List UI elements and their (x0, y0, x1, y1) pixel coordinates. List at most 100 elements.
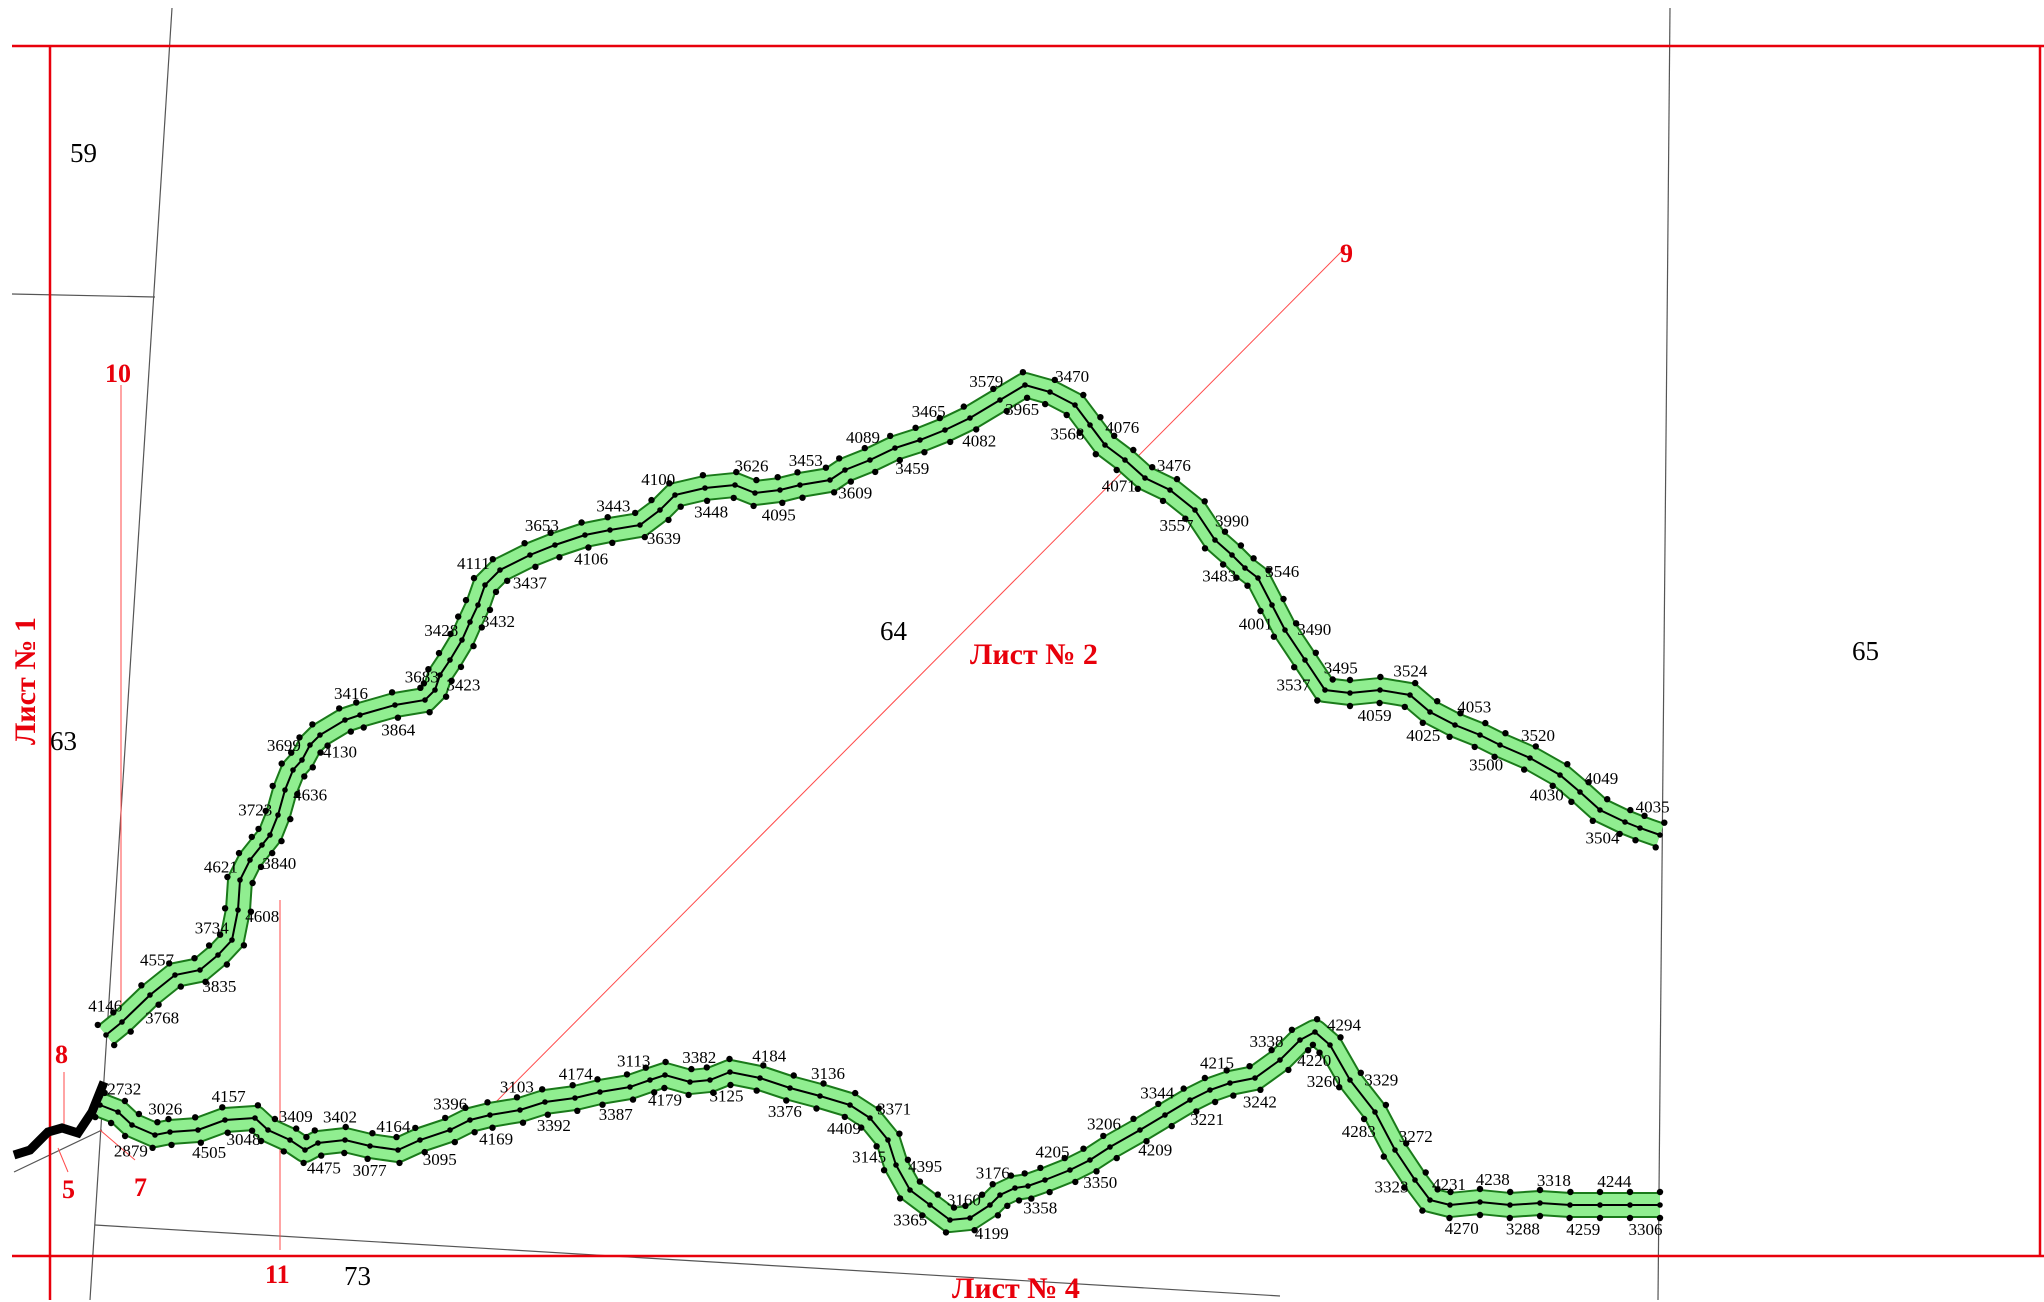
point-number-label: 4089 (846, 428, 880, 447)
point-number-label: 3504 (1586, 828, 1621, 847)
vertex-dot (847, 478, 854, 485)
vertex-dot (578, 519, 585, 526)
vertex-dot (1377, 687, 1383, 693)
vertex-dot (1497, 742, 1503, 748)
vertex-dot (1192, 507, 1198, 513)
vertex-dot (1532, 743, 1540, 750)
vertex-dot (1372, 1109, 1378, 1115)
point-number-label: 3699 (267, 736, 301, 755)
section-marker: 8 (55, 1040, 68, 1069)
vertex-dot (192, 1114, 199, 1121)
vertex-dot (1482, 719, 1489, 727)
vertex-dot (1223, 1067, 1230, 1074)
vertex-dot (129, 1122, 135, 1128)
vertex-dot (269, 782, 276, 790)
vertex-dot (1446, 733, 1453, 740)
sheet-label-bottom: Лист № 4 (952, 1272, 1080, 1302)
vertex-dot (1637, 825, 1643, 831)
vertex-dot (1537, 1200, 1543, 1206)
vertex-dot (726, 1055, 733, 1063)
vertex-dot (1080, 1145, 1087, 1152)
point-number-label: 3557 (1160, 516, 1195, 535)
point-number-label: 3609 (838, 484, 872, 503)
vertex-dot (1100, 1132, 1107, 1140)
vertex-dot (1392, 1147, 1398, 1153)
point-number-label: 4294 (1327, 1016, 1362, 1035)
vertex-dot (1661, 819, 1668, 826)
vertex-dot (1230, 1092, 1237, 1099)
point-number-label: 3864 (381, 720, 416, 739)
vertex-dot (990, 385, 997, 393)
point-number-label: 4025 (1406, 726, 1440, 745)
vertex-dot (462, 1104, 469, 1112)
vertex-dot (732, 482, 738, 488)
vertex-dot (1229, 552, 1235, 558)
vertex-dot (594, 1076, 601, 1083)
point-number-label: 4179 (648, 1091, 682, 1110)
vertex-dot (707, 1077, 713, 1083)
vertex-dot (1227, 1080, 1233, 1086)
vertex-dot (1137, 1127, 1143, 1133)
vertex-dot (912, 424, 919, 431)
vertex-dot (426, 709, 433, 716)
vertex-dot (342, 1123, 349, 1131)
point-number-label: 3323 (1375, 1178, 1409, 1197)
vertex-dot (1491, 753, 1498, 760)
vertex-dot (642, 1064, 649, 1071)
vertex-dot (730, 494, 737, 502)
vertex-dot (513, 1094, 521, 1101)
vertex-dot (733, 468, 740, 476)
vertex-dot (1471, 743, 1478, 751)
vertex-dot (1087, 1157, 1093, 1163)
vertex-dot (703, 497, 711, 504)
vertex-dot (1201, 545, 1209, 552)
vertex-dot (252, 1115, 258, 1121)
point-number-label: 4557 (140, 951, 175, 970)
vertex-dot (917, 437, 923, 443)
vertex-dot (1329, 676, 1336, 683)
vertex-dot (318, 1152, 325, 1159)
vertex-dot (1536, 1212, 1544, 1220)
point-number-label: 4059 (1358, 706, 1392, 725)
vertex-dot (235, 907, 241, 913)
vertex-dot (1567, 1188, 1574, 1196)
vertex-dot (1312, 1029, 1318, 1035)
vertex-dot (1107, 1144, 1113, 1150)
point-number-label: 3524 (1393, 662, 1428, 681)
vertex-dot (1564, 761, 1571, 768)
vertex-dot (471, 1129, 478, 1136)
vertex-dot (1015, 1197, 1023, 1204)
vertex-dot (309, 721, 316, 728)
vertex-dot (1047, 389, 1053, 395)
vertex-dot (425, 666, 432, 673)
point-number-label: 4053 (1457, 697, 1491, 716)
point-number-label: 3318 (1537, 1171, 1571, 1190)
vertex-dot (1419, 719, 1427, 726)
vertex-dot (1061, 1154, 1068, 1162)
vertex-dot (1257, 1086, 1264, 1094)
vertex-dot (1219, 561, 1227, 568)
point-number-label: 3392 (537, 1116, 571, 1135)
point-number-label: 4164 (376, 1117, 411, 1136)
section-line-7 (99, 1129, 136, 1161)
vertex-dot (813, 1105, 820, 1112)
point-number-label: 3221 (1190, 1110, 1224, 1129)
point-number-label: 3048 (227, 1130, 261, 1149)
point-number-label: 3136 (811, 1064, 845, 1083)
vertex-dot (927, 1202, 933, 1208)
vertex-dot (459, 637, 465, 643)
point-number-label: 3490 (1297, 620, 1331, 639)
vertex-dot (627, 1084, 633, 1090)
vertex-dot (1357, 1069, 1365, 1077)
point-number-label: 3734 (195, 919, 230, 938)
vertex-dot (462, 596, 470, 604)
vertex-dot (447, 630, 454, 638)
vertex-dot (916, 1178, 924, 1185)
vertex-dot (1187, 1097, 1193, 1103)
vertex-dot (224, 873, 231, 881)
vertex-dot (341, 1149, 348, 1157)
point-number-label: 4608 (245, 907, 279, 926)
point-number-label: 4169 (479, 1130, 513, 1149)
vertex-dot (1457, 710, 1464, 717)
boundary-line-south (94, 1224, 1281, 1297)
